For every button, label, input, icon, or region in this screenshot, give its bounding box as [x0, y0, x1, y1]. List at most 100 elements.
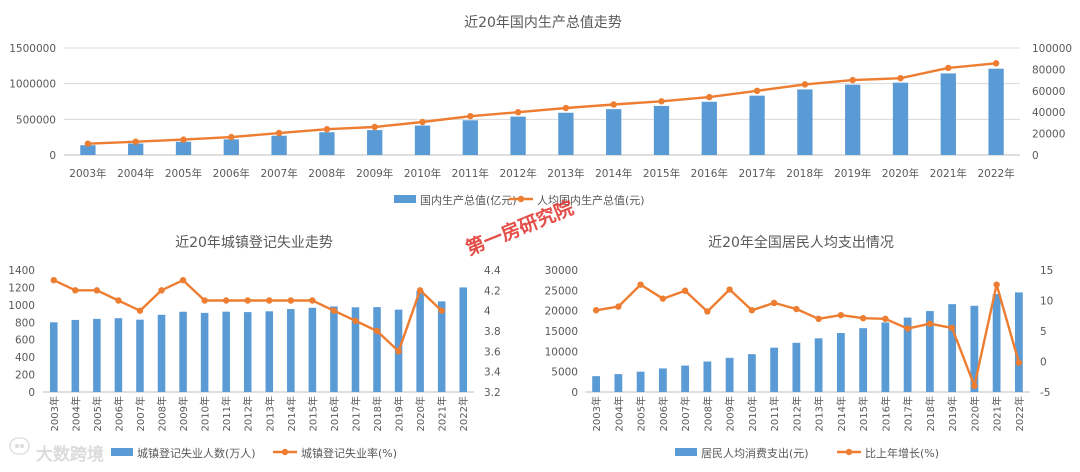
- y-right-tick-label: 60000: [1032, 86, 1065, 98]
- bar: [701, 101, 717, 155]
- x-tick-label: 2008年: [156, 396, 169, 431]
- line-point: [438, 307, 445, 314]
- bar: [287, 309, 295, 392]
- line-point: [859, 314, 867, 322]
- bar: [859, 328, 868, 392]
- bar: [459, 287, 467, 392]
- line-series: [595, 283, 1021, 388]
- x-tick-label: 2004年: [69, 396, 82, 431]
- line-point: [266, 297, 273, 304]
- logo-mark-icon: [9, 437, 30, 455]
- bar: [367, 130, 383, 155]
- legend-bar-swatch: [111, 448, 133, 456]
- bar: [792, 342, 801, 392]
- bar: [128, 143, 144, 155]
- line-point: [222, 297, 230, 304]
- line-point: [228, 133, 235, 141]
- line-point: [562, 104, 570, 112]
- line-point: [244, 297, 251, 304]
- x-tick-label: 2007年: [679, 396, 692, 431]
- line-point: [180, 136, 187, 143]
- x-tick-label: 2015年: [643, 167, 680, 180]
- line-point: [948, 324, 956, 332]
- bar: [243, 312, 252, 392]
- y-right-tick-label: 20000: [1032, 129, 1065, 141]
- x-tick-label: 2020年: [882, 167, 919, 180]
- x-tick-label: 2010年: [746, 396, 759, 431]
- y-left-tick-label: 10000: [545, 346, 578, 358]
- x-tick-label: 2021年: [930, 167, 967, 180]
- chart-title: 近20年国内生产总值走势: [464, 15, 622, 31]
- y-right-tick-label: 3.2: [484, 387, 501, 399]
- x-tick-label: 2021年: [991, 396, 1004, 431]
- line-point: [726, 286, 733, 293]
- y-right-tick-label: 3.4: [484, 367, 501, 379]
- bar: [416, 290, 424, 392]
- bar: [681, 365, 690, 392]
- x-tick-label: 2006年: [213, 167, 250, 180]
- line-point: [753, 87, 761, 95]
- y-left-tick-label: 1000000: [9, 79, 56, 91]
- x-tick-label: 2010年: [404, 167, 441, 180]
- x-tick-label: 2014年: [595, 167, 632, 180]
- legend-bar-swatch: [394, 195, 416, 203]
- y-left-tick-label: 15000: [545, 326, 578, 338]
- bar: [223, 139, 239, 155]
- x-tick-label: 2018年: [371, 396, 384, 431]
- line-point: [84, 140, 92, 147]
- legend-line-label: 城镇登记失业率(%): [301, 446, 397, 460]
- x-tick-label: 2011年: [768, 396, 781, 431]
- y-left-tick-label: 1200: [8, 282, 35, 294]
- bar: [606, 109, 622, 155]
- line-point: [132, 138, 139, 145]
- bar: [747, 354, 756, 392]
- x-tick-label: 2014年: [835, 396, 848, 431]
- x-tick-label: 2005年: [635, 396, 648, 431]
- x-tick-label: 2017年: [349, 396, 362, 431]
- line-point: [610, 101, 617, 108]
- logo: 大数跨境: [9, 437, 104, 465]
- line-point: [926, 320, 934, 327]
- line-point: [637, 281, 644, 288]
- line-point: [275, 129, 283, 137]
- line-point: [992, 60, 1000, 67]
- x-tick-label: 2017年: [738, 167, 775, 180]
- bar: [179, 311, 187, 392]
- y-right-tick-label: 80000: [1032, 64, 1065, 76]
- y-right-tick-label: 4.4: [484, 265, 501, 277]
- bar: [373, 307, 381, 392]
- bar: [725, 357, 734, 392]
- y-left-tick-label: 1000: [8, 300, 35, 312]
- line-point: [882, 315, 889, 322]
- bar: [271, 135, 287, 155]
- bar: [136, 319, 144, 392]
- legend-line-marker: [517, 195, 525, 203]
- legend-bar-label: 国内生产总值(亿元): [420, 193, 517, 207]
- logo-text: 大数跨境: [36, 444, 104, 465]
- x-tick-label: 2012年: [242, 396, 255, 431]
- bar: [330, 306, 338, 392]
- x-tick-label: 2015年: [857, 396, 870, 431]
- legend-bar-swatch: [675, 448, 697, 456]
- y-left-tick-label: 400: [15, 352, 35, 364]
- bar: [892, 82, 909, 155]
- line-point: [323, 126, 331, 133]
- bar: [636, 371, 645, 392]
- line-point: [72, 287, 79, 294]
- x-tick-label: 2018年: [786, 167, 823, 180]
- line-point: [395, 348, 402, 355]
- bar: [114, 318, 123, 392]
- line-point: [371, 123, 378, 131]
- bar: [881, 322, 890, 392]
- y-right-tick-label: 4.2: [484, 285, 501, 297]
- x-tick-label: 2004年: [612, 396, 625, 431]
- line-point: [287, 297, 295, 304]
- x-tick-label: 2019年: [946, 396, 959, 431]
- line-point: [179, 276, 187, 284]
- bar: [93, 318, 101, 392]
- line-point: [704, 308, 711, 315]
- x-tick-label: 2020年: [414, 396, 427, 431]
- y-left-tick-label: 500000: [16, 114, 56, 126]
- y-left-tick-label: 20000: [545, 306, 578, 318]
- bar: [351, 307, 360, 392]
